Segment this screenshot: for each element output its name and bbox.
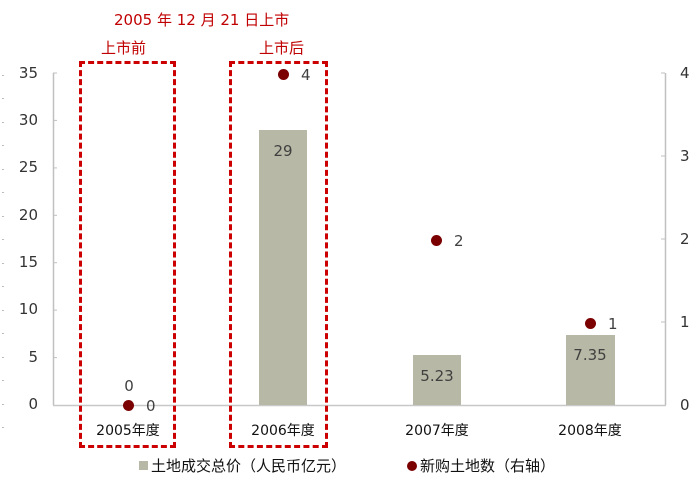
point-label-2008: 1: [608, 315, 618, 333]
point-label-2007: 2: [454, 232, 464, 250]
bar-label-2008: 7.35: [573, 346, 607, 364]
point-2008: [585, 318, 596, 329]
legend-item-land-count: 新购土地数（右轴）: [407, 455, 555, 476]
point-label-2006: 4: [301, 66, 311, 84]
legend-item-land-price: 土地成交总价（人民币亿元）: [139, 455, 346, 476]
circle-swatch-icon: [407, 460, 417, 471]
point-2006: [278, 69, 289, 80]
category-label-2006: 2006年度: [251, 423, 315, 439]
edge-mark: [2, 333, 4, 334]
left-tick-label: 10: [18, 300, 38, 318]
after-ipo-label: 上市后: [259, 39, 305, 57]
bar-label-2006: 29: [273, 142, 293, 160]
edge-mark: [2, 75, 4, 76]
before-ipo-label: 上市前: [101, 39, 147, 57]
edge-mark: [2, 122, 4, 123]
ipo-date-annotation: 2005 年 12 月 21 日上市: [114, 11, 290, 29]
square-swatch-icon: [139, 461, 148, 470]
left-tick-label: 0: [28, 395, 38, 413]
bar-2006: [259, 130, 307, 405]
right-tick-label: 4: [680, 64, 690, 82]
right-tick-label: 2: [680, 230, 690, 248]
right-tick-label: 0: [680, 396, 690, 414]
point-label-2005: 0: [146, 397, 156, 415]
category-label-2007: 2007年度: [405, 423, 469, 439]
left-tick-label: 5: [28, 348, 38, 366]
edge-mark: [2, 427, 4, 428]
left-tick-label: 25: [18, 158, 38, 176]
edge-mark: [2, 98, 4, 99]
edge-mark: [2, 263, 4, 264]
category-label-2008: 2008年度: [558, 423, 622, 439]
pre-ipo-highlight-box: [79, 61, 176, 448]
edge-mark: [2, 286, 4, 287]
edge-mark: [2, 380, 4, 381]
legend-label: 新购土地数（右轴）: [420, 457, 556, 475]
left-tick-label: 20: [18, 206, 38, 224]
point-2007: [431, 235, 442, 246]
edge-mark: [2, 216, 4, 217]
edge-mark: [2, 357, 4, 358]
left-tick-label: 30: [18, 111, 38, 129]
right-tick-label: 1: [680, 313, 690, 331]
edge-mark: [2, 192, 4, 193]
edge-mark: [2, 310, 4, 311]
left-tick-label: 35: [18, 64, 38, 82]
point-2005: [123, 400, 134, 411]
bar-2007: [413, 355, 461, 405]
edge-mark: [2, 239, 4, 240]
bar-label-2005: 0: [124, 377, 134, 395]
legend-label: 土地成交总价（人民币亿元）: [151, 457, 347, 475]
bar-2008: [566, 335, 615, 405]
category-label-2005: 2005年度: [96, 423, 160, 439]
post-ipo-highlight-box: [229, 61, 328, 448]
right-tick-label: 3: [680, 147, 690, 165]
edge-mark: [2, 404, 4, 405]
edge-mark: [2, 145, 4, 146]
left-tick-label: 15: [18, 253, 38, 271]
bar-label-2007: 5.23: [420, 367, 454, 385]
edge-mark: [2, 169, 4, 170]
